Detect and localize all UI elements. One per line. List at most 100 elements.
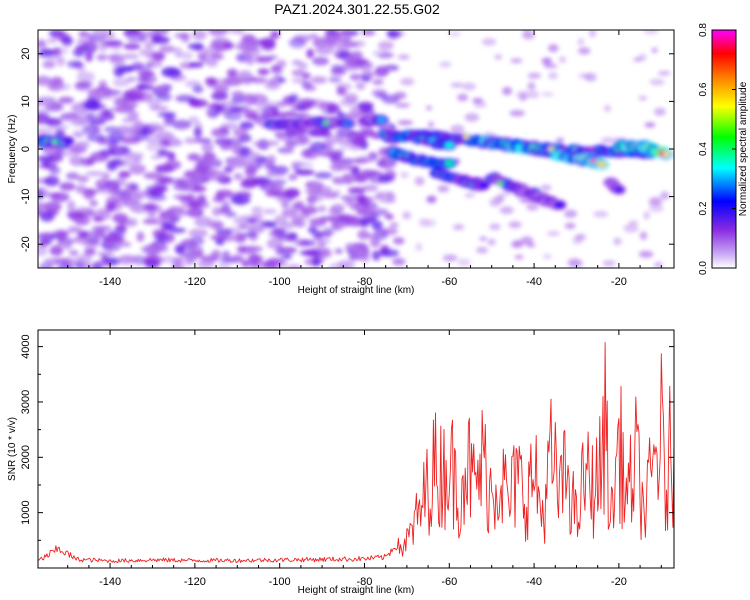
noise-blob [220,101,238,108]
noise-blob [118,170,131,179]
noise-blob [221,200,231,211]
noise-blob [247,261,267,268]
noise-blob [275,111,291,119]
noise-blob [239,146,250,157]
noise-blob [143,257,160,268]
snr-line [38,342,674,564]
ridge-peak [658,151,665,156]
noise-blob [442,254,458,262]
noise-blob [80,157,94,167]
noise-blob [322,227,335,236]
x-tick-label: -100 [269,576,291,588]
noise-blob [638,250,654,258]
noise-blob [589,30,597,38]
noise-blob [78,30,90,37]
noise-blob [500,191,511,196]
noise-blob [564,222,576,230]
noise-blob [527,81,536,91]
noise-blob [457,93,469,102]
noise-blob [377,40,394,51]
x-tick-label: -20 [611,576,627,588]
noise-blob [38,246,48,256]
noise-blob [355,174,369,183]
noise-blob [247,112,258,120]
noise-blob [153,234,169,241]
x-tick-label: -80 [357,276,373,288]
x-tick-label: -120 [184,576,206,588]
noise-blob [349,73,362,81]
noise-blob [186,253,198,262]
noise-blob [57,230,66,242]
noise-blob [187,43,204,51]
noise-blob [180,51,194,60]
noise-blob [154,186,169,193]
noise-blob [188,98,208,108]
noise-blob [74,48,84,58]
noise-blob [325,146,334,156]
noise-blob [139,48,156,57]
noise-blob [309,129,321,137]
noise-blob [38,155,54,162]
noise-blob [205,106,217,116]
noise-blob [127,34,139,43]
colorbar-tick-label: 0.6 [698,82,709,96]
noise-blob [42,145,60,156]
noise-blob [233,191,252,197]
noise-blob [38,75,52,86]
noise-blob [298,61,308,71]
noise-blob [112,213,129,224]
noise-blob [211,91,229,101]
noise-blob [46,38,58,44]
y-tick-label: 4000 [20,334,32,358]
noise-blob [96,54,108,61]
noise-blob [92,30,111,35]
noise-blob [105,257,121,266]
noise-blob [38,202,48,211]
noise-blob [227,158,247,169]
noise-blob [362,211,378,218]
noise-blob [312,257,321,267]
x-tick-label: -140 [99,576,121,588]
noise-blob [233,173,244,181]
noise-blob [158,45,176,53]
noise-blob [437,185,450,193]
noise-blob [628,220,639,225]
noise-blob [184,137,197,144]
x-tick-label: -40 [526,576,542,588]
noise-blob [138,64,153,71]
snr-x-label: Height of straight line (km) [298,585,415,596]
noise-blob [270,65,282,72]
noise-blob [188,116,200,124]
noise-blob [256,101,270,111]
noise-blob [415,242,423,252]
noise-blob [266,154,276,165]
noise-blob [75,184,87,194]
noise-blob [288,37,307,49]
noise-blob [121,157,139,167]
noise-blob [121,189,133,200]
noise-blob [217,261,231,268]
noise-blob [92,216,104,222]
noise-blob [244,167,258,175]
noise-blob [278,221,293,232]
noise-blob [494,54,503,60]
spectrogram-x-label: Height of straight line (km) [298,285,415,296]
noise-blob [88,42,98,53]
noise-blob [107,54,118,61]
noise-blob [604,105,611,112]
x-tick-label: -60 [441,576,457,588]
noise-blob [250,77,268,84]
noise-blob [333,204,346,211]
noise-blob [147,174,163,180]
noise-blob [330,68,347,75]
noise-blob [269,30,281,40]
noise-blob [69,115,89,127]
noise-blob [380,227,398,236]
noise-blob [66,200,76,212]
noise-blob [262,209,277,214]
noise-blob [344,55,358,65]
noise-blob [651,47,658,53]
noise-blob [211,249,221,260]
noise-blob [559,56,566,64]
noise-blob [77,230,90,239]
